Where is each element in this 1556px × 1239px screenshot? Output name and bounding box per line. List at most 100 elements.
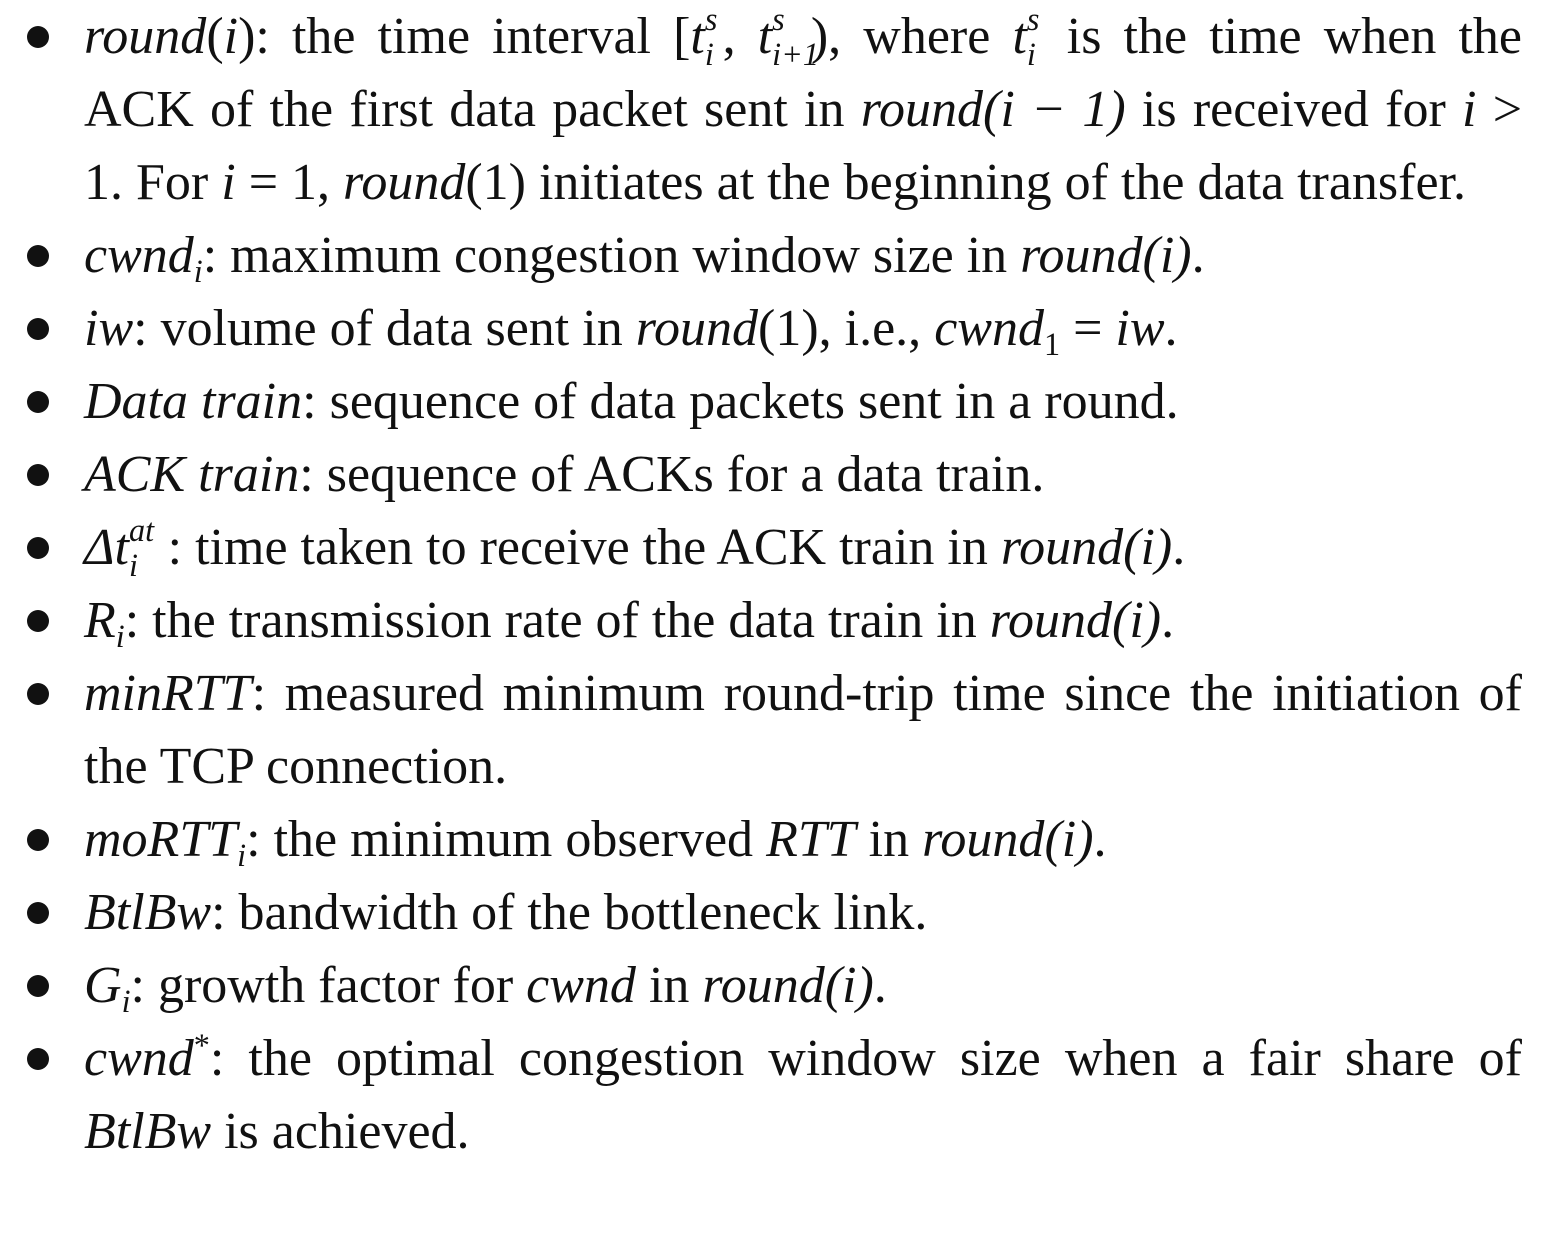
text: =: [1060, 300, 1116, 357]
text: .: [1093, 811, 1107, 868]
text: : measured minimum round-trip time since…: [84, 665, 1522, 795]
text: ,: [722, 8, 758, 65]
text: (: [206, 8, 224, 65]
subscript: i: [115, 618, 125, 655]
bullet-icon: [27, 245, 49, 267]
superscript: s: [772, 1, 785, 38]
bullet-icon: [27, 683, 49, 705]
text: (i): [1123, 519, 1173, 576]
math-symbol: t: [757, 8, 773, 65]
list-item: Δt at i: time taken to receive the ACK tra…: [0, 511, 1556, 584]
bullet-icon: [27, 391, 49, 413]
text: .: [1164, 300, 1178, 357]
bullet-icon: [27, 1048, 49, 1070]
text: i: [221, 154, 236, 211]
list-item: Gi: growth factor for cwnd in round(i).: [0, 949, 1556, 1022]
text: iw: [1115, 300, 1165, 357]
math-scripts: at i: [129, 514, 168, 582]
bullet-icon: [27, 975, 49, 997]
bullet-icon: [27, 318, 49, 340]
text: .: [1172, 519, 1186, 576]
text: (i): [824, 957, 874, 1014]
subscript: i: [1026, 36, 1036, 73]
term: Data train: [84, 373, 303, 430]
superscript: *: [193, 1026, 210, 1063]
bullet-icon: [27, 26, 49, 48]
text: round: [635, 300, 759, 357]
term: G: [84, 957, 122, 1014]
subscript: i+1: [772, 36, 819, 73]
text: .: [1161, 592, 1175, 649]
text: = 1,: [235, 154, 344, 211]
text: ), where: [810, 8, 1013, 65]
text: (1), i.e.,: [758, 300, 935, 357]
subscript: i: [121, 983, 131, 1020]
term: round: [84, 8, 207, 65]
text: the time interval [: [269, 8, 691, 65]
text: .: [1191, 227, 1205, 284]
list-item: cwndi: maximum congestion window size in…: [0, 219, 1556, 292]
text: round: [922, 811, 1045, 868]
text: BtlBw: [84, 1103, 212, 1160]
subscript: i: [193, 253, 203, 290]
text: RTT: [766, 811, 856, 868]
text: : volume of data sent in: [133, 300, 636, 357]
text: round: [343, 154, 466, 211]
list-item: minRTT: measured minimum round-trip time…: [0, 657, 1556, 803]
term: iw: [84, 300, 134, 357]
text: in: [635, 957, 703, 1014]
text: : maximum congestion window size in: [202, 227, 1021, 284]
text: (i): [1142, 227, 1192, 284]
math-symbol: t: [690, 8, 705, 65]
text: cwnd: [934, 300, 1044, 357]
bullet-icon: [27, 610, 49, 632]
text: round: [860, 81, 984, 138]
definition-list: round(i): the time interval [t s i, t s i+1)…: [0, 0, 1556, 1168]
text: : the transmission rate of the data trai…: [124, 592, 990, 649]
text: (i − 1): [983, 81, 1126, 138]
text: cwnd: [526, 957, 636, 1014]
text: .: [873, 957, 887, 1014]
text: (1) initiates at the beginning of the da…: [465, 154, 1467, 211]
text: is achieved.: [211, 1103, 470, 1160]
term: cwnd: [84, 1030, 194, 1087]
math-symbol: t: [1012, 8, 1027, 65]
math-scripts: s i+1: [772, 3, 819, 71]
subscript: i: [128, 547, 138, 584]
bullet-icon: [27, 464, 49, 486]
subscript: i: [237, 837, 247, 874]
text: i: [223, 8, 239, 65]
term: ACK train: [84, 446, 300, 503]
list-item: iw: volume of data sent in round(1), i.e…: [0, 292, 1556, 365]
term: cwnd: [84, 227, 194, 284]
superscript: at: [128, 512, 155, 549]
list-item: BtlBw: bandwidth of the bottleneck link.: [0, 876, 1556, 949]
term: R: [84, 592, 116, 649]
term: moRTT: [84, 811, 238, 868]
list-item: moRTTi: the minimum observed RTT in roun…: [0, 803, 1556, 876]
list-item: Ri: the transmission rate of the data tr…: [0, 584, 1556, 657]
text: : sequence of data packets sent in a rou…: [302, 373, 1179, 430]
text: i: [1462, 81, 1477, 138]
list-item: round(i): the time interval [t s i, t s i+1)…: [0, 0, 1556, 219]
subscript: 1: [1043, 326, 1061, 363]
superscript: s: [1026, 1, 1040, 38]
text: : the optimal congestion window size whe…: [209, 1030, 1522, 1087]
text: is the time when the ACK of the first da…: [84, 8, 1523, 138]
text: : time taken to receive the ACK train in: [167, 519, 1001, 576]
text: round: [702, 957, 825, 1014]
list-item: cwnd*: the optimal congestion window siz…: [0, 1022, 1556, 1168]
text: : the minimum observed: [246, 811, 767, 868]
list-item: Data train: sequence of data packets sen…: [0, 365, 1556, 438]
text: (i): [1044, 811, 1094, 868]
subscript: i: [704, 36, 714, 73]
text: : sequence of ACKs for a data train.: [299, 446, 1045, 503]
list-item: ACK train: sequence of ACKs for a data t…: [0, 438, 1556, 511]
term: minRTT: [84, 665, 252, 722]
superscript: s: [704, 1, 718, 38]
text: round: [989, 592, 1113, 649]
text: : growth factor for: [130, 957, 527, 1014]
term: BtlBw: [84, 884, 212, 941]
text: round: [1000, 519, 1124, 576]
